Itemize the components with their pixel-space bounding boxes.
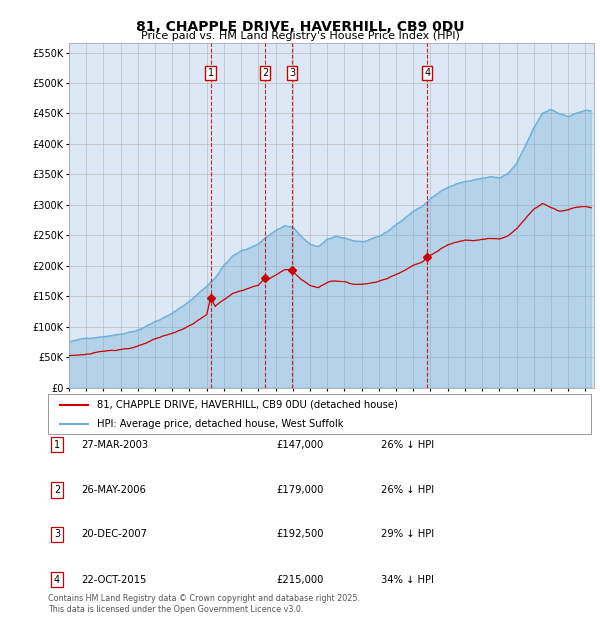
Text: £179,000: £179,000	[276, 485, 323, 495]
Text: 26-MAY-2006: 26-MAY-2006	[81, 485, 146, 495]
Text: 26% ↓ HPI: 26% ↓ HPI	[381, 440, 434, 450]
Text: HPI: Average price, detached house, West Suffolk: HPI: Average price, detached house, West…	[97, 419, 343, 429]
Text: 1: 1	[54, 440, 60, 450]
Text: 20-DEC-2007: 20-DEC-2007	[81, 529, 147, 539]
Text: 81, CHAPPLE DRIVE, HAVERHILL, CB9 0DU (detached house): 81, CHAPPLE DRIVE, HAVERHILL, CB9 0DU (d…	[97, 400, 398, 410]
Text: 4: 4	[424, 68, 430, 78]
Text: 1: 1	[208, 68, 214, 78]
Text: £147,000: £147,000	[276, 440, 323, 450]
Text: 2: 2	[262, 68, 268, 78]
Text: 3: 3	[54, 529, 60, 539]
Text: 34% ↓ HPI: 34% ↓ HPI	[381, 575, 434, 585]
Text: 22-OCT-2015: 22-OCT-2015	[81, 575, 146, 585]
Text: 26% ↓ HPI: 26% ↓ HPI	[381, 485, 434, 495]
Text: Contains HM Land Registry data © Crown copyright and database right 2025.
This d: Contains HM Land Registry data © Crown c…	[48, 595, 360, 614]
Text: 2: 2	[54, 485, 60, 495]
Text: £192,500: £192,500	[276, 529, 323, 539]
Text: 81, CHAPPLE DRIVE, HAVERHILL, CB9 0DU: 81, CHAPPLE DRIVE, HAVERHILL, CB9 0DU	[136, 20, 464, 34]
Text: Price paid vs. HM Land Registry's House Price Index (HPI): Price paid vs. HM Land Registry's House …	[140, 31, 460, 41]
Text: 27-MAR-2003: 27-MAR-2003	[81, 440, 148, 450]
Text: £215,000: £215,000	[276, 575, 323, 585]
Text: 29% ↓ HPI: 29% ↓ HPI	[381, 529, 434, 539]
Text: 4: 4	[54, 575, 60, 585]
Text: 3: 3	[289, 68, 295, 78]
